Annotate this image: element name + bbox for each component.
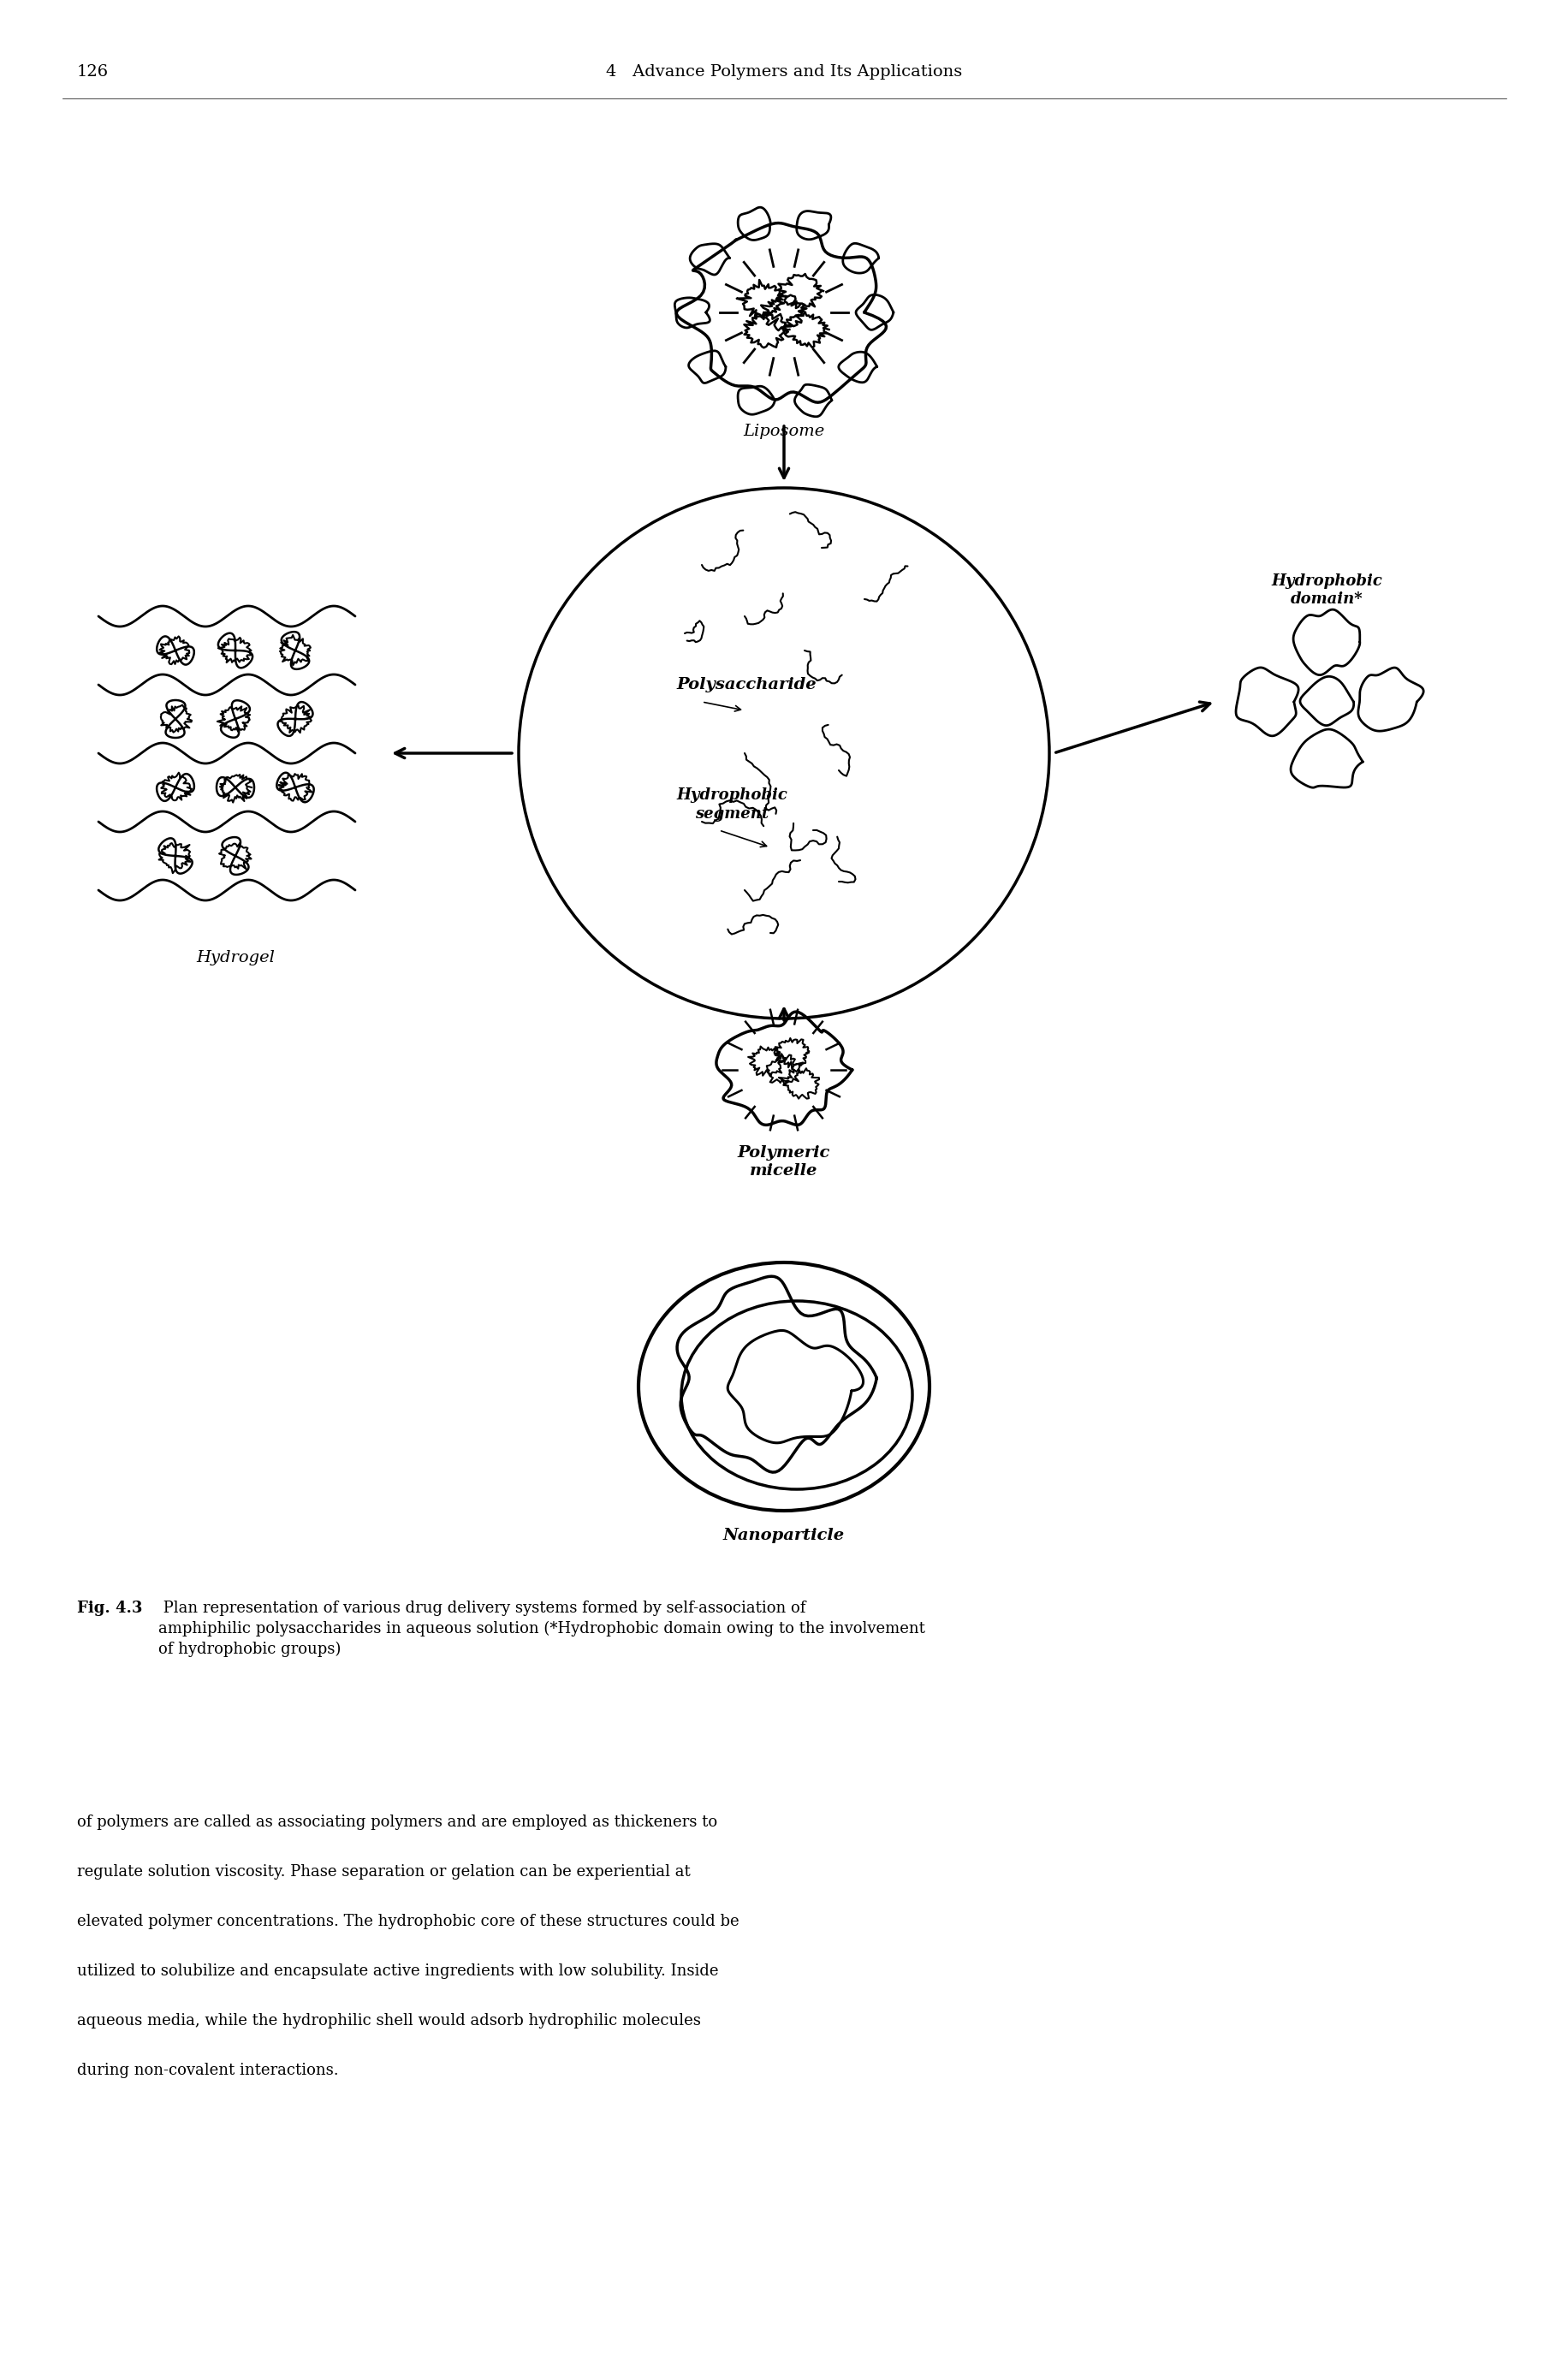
Text: during non-covalent interactions.: during non-covalent interactions. xyxy=(77,2062,339,2079)
Text: Polysaccharide: Polysaccharide xyxy=(676,677,815,691)
Text: Nanoparticle: Nanoparticle xyxy=(723,1528,844,1542)
Text: Hydrophobic
domain*: Hydrophobic domain* xyxy=(1270,573,1381,606)
Text: Liposome: Liposome xyxy=(743,423,825,440)
Text: elevated polymer concentrations. The hydrophobic core of these structures could : elevated polymer concentrations. The hyd… xyxy=(77,1913,739,1929)
Text: 4   Advance Polymers and Its Applications: 4 Advance Polymers and Its Applications xyxy=(605,64,961,81)
Text: utilized to solubilize and encapsulate active ingredients with low solubility. I: utilized to solubilize and encapsulate a… xyxy=(77,1963,718,1979)
Text: Fig. 4.3: Fig. 4.3 xyxy=(77,1601,143,1616)
Text: aqueous media, while the hydrophilic shell would adsorb hydrophilic molecules: aqueous media, while the hydrophilic she… xyxy=(77,2012,701,2029)
Text: 126: 126 xyxy=(77,64,108,81)
Text: Hydrogel: Hydrogel xyxy=(196,950,274,965)
Text: Plan representation of various drug delivery systems formed by self-association : Plan representation of various drug deli… xyxy=(158,1601,925,1656)
Text: Polymeric
micelle: Polymeric micelle xyxy=(737,1145,829,1178)
Text: regulate solution viscosity. Phase separation or gelation can be experiential at: regulate solution viscosity. Phase separ… xyxy=(77,1865,690,1879)
Text: Hydrophobic
segment: Hydrophobic segment xyxy=(676,786,787,822)
Text: of polymers are called as associating polymers and are employed as thickeners to: of polymers are called as associating po… xyxy=(77,1815,717,1830)
